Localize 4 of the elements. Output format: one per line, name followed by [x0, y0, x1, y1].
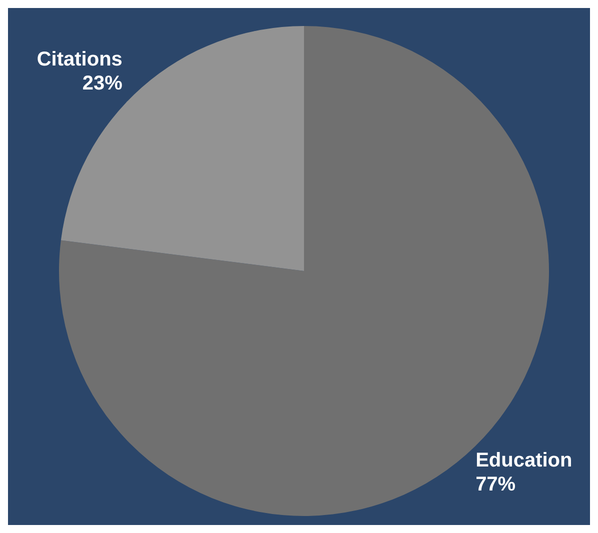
- slice-label: Citations: [36, 48, 122, 71]
- data-label: 77%: [476, 473, 516, 496]
- slice-label: Education: [476, 449, 572, 472]
- data-label: 23%: [82, 72, 123, 95]
